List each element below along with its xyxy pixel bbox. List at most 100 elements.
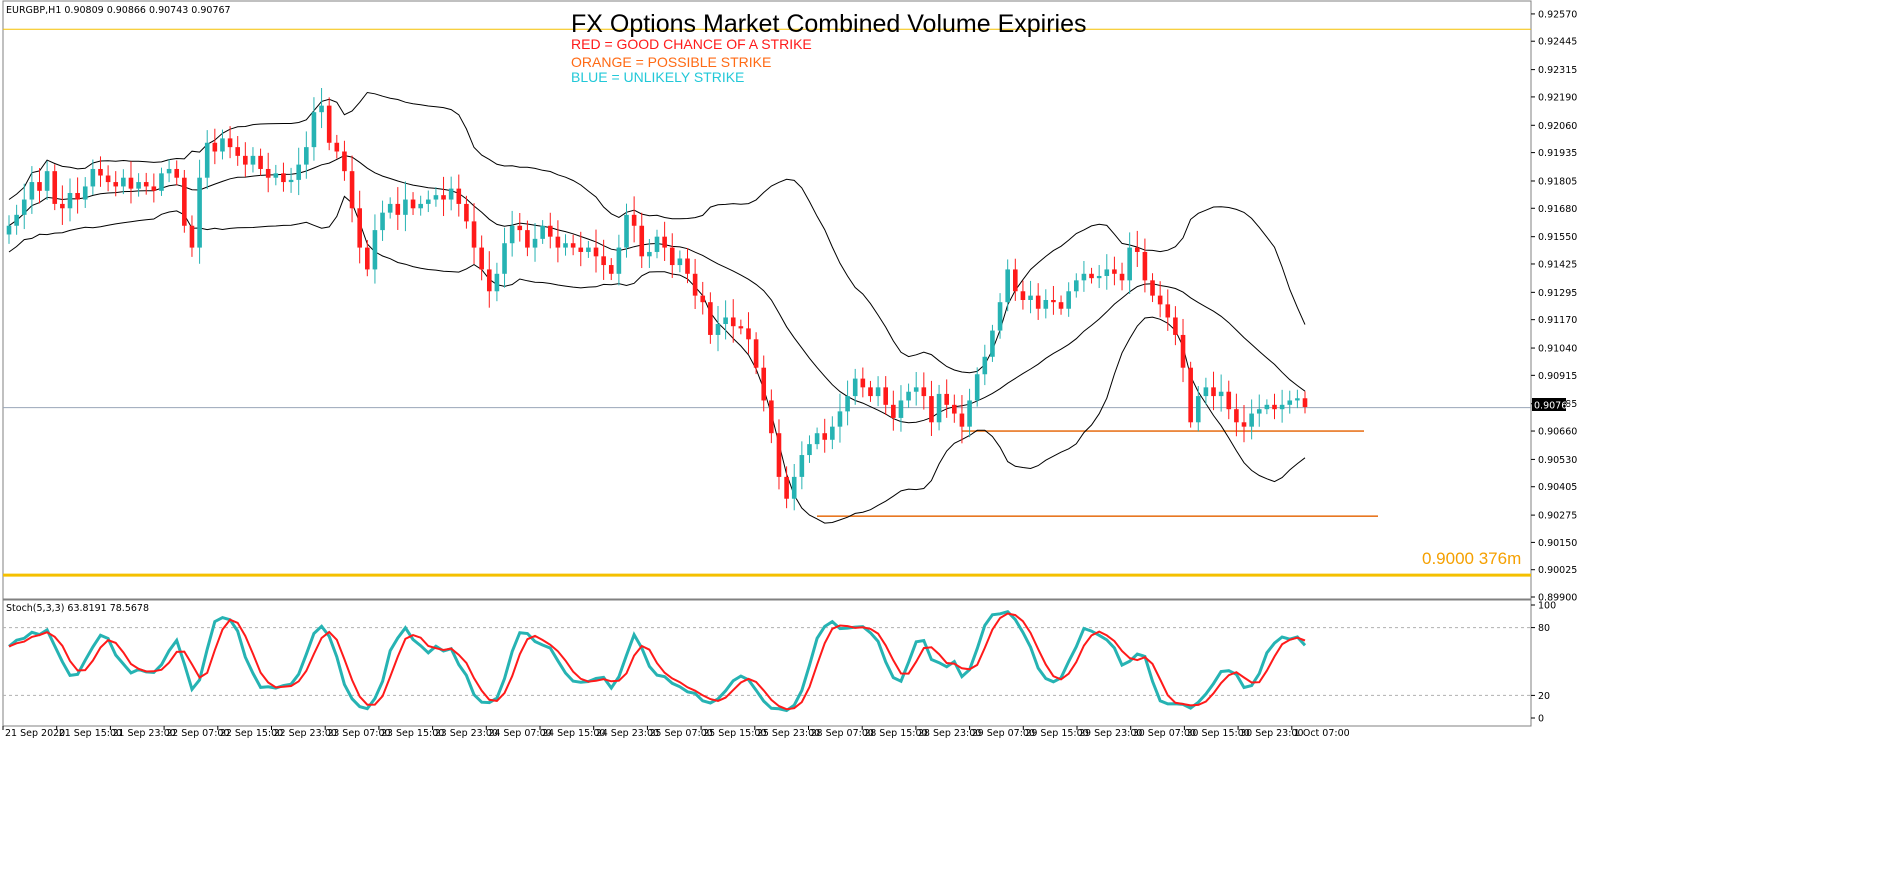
candle-body bbox=[1119, 273, 1125, 281]
candle bbox=[593, 229, 599, 273]
candle bbox=[227, 126, 233, 159]
candle bbox=[212, 128, 218, 165]
candle-body bbox=[959, 413, 965, 427]
chart-title: FX Options Market Combined Volume Expiri… bbox=[571, 10, 1087, 38]
candle-body bbox=[639, 225, 645, 257]
candle bbox=[906, 383, 911, 408]
candle-body bbox=[913, 387, 919, 392]
candle-body bbox=[990, 330, 995, 357]
current-price-tag bbox=[1532, 398, 1566, 411]
candle-body bbox=[1134, 247, 1140, 252]
candle bbox=[387, 197, 393, 219]
candle-body bbox=[944, 393, 949, 405]
candle-body bbox=[235, 147, 241, 156]
candle-body bbox=[243, 155, 248, 165]
candle-body bbox=[974, 374, 980, 401]
candle bbox=[982, 344, 988, 386]
time-tick-label: 22 Sep 07:00 bbox=[166, 728, 229, 739]
candle-body bbox=[425, 199, 431, 204]
candle-body bbox=[692, 273, 698, 296]
candle bbox=[29, 166, 35, 214]
candle bbox=[1005, 259, 1010, 312]
price-tick-label: 0.90150 bbox=[1538, 538, 1577, 549]
candle-body bbox=[1165, 304, 1171, 318]
candle-body bbox=[540, 225, 545, 239]
candle-body bbox=[814, 433, 820, 445]
candle-body bbox=[174, 168, 180, 178]
candle bbox=[830, 416, 835, 450]
candle-body bbox=[624, 214, 629, 248]
candle bbox=[875, 376, 881, 407]
candle-body bbox=[852, 378, 858, 397]
candle bbox=[799, 441, 805, 490]
candle-body bbox=[700, 295, 706, 303]
candle-body bbox=[1180, 334, 1186, 368]
candle-body bbox=[1150, 280, 1155, 296]
candle bbox=[631, 196, 637, 243]
candle-body bbox=[532, 238, 538, 248]
price-tick-label: 0.92445 bbox=[1538, 37, 1577, 48]
candle-body bbox=[113, 182, 119, 187]
candle-body bbox=[509, 225, 515, 244]
candle bbox=[296, 147, 301, 196]
stoch-k-line bbox=[8, 610, 1307, 713]
candle bbox=[1211, 371, 1216, 411]
candle bbox=[738, 319, 744, 335]
candle-body bbox=[311, 112, 317, 148]
candle bbox=[174, 160, 180, 186]
candle bbox=[662, 221, 667, 261]
candle bbox=[121, 169, 126, 195]
candle-body bbox=[326, 105, 332, 143]
time-tick-label: 25 Sep 15:00 bbox=[703, 728, 766, 739]
current-price-label: 0.90767 bbox=[1534, 401, 1573, 412]
price-tick-label: 0.92570 bbox=[1538, 9, 1577, 20]
candle-body bbox=[1127, 247, 1132, 281]
candle bbox=[410, 192, 416, 215]
time-tick-label: 30 Sep 07:00 bbox=[1133, 728, 1196, 739]
candle-body bbox=[121, 177, 126, 187]
candle bbox=[52, 164, 58, 211]
candle bbox=[21, 183, 27, 230]
candle-body bbox=[29, 182, 35, 200]
candle-body bbox=[1066, 291, 1071, 309]
candle-body bbox=[967, 400, 972, 427]
candle-body bbox=[601, 256, 606, 266]
candle bbox=[952, 394, 957, 423]
candle bbox=[311, 97, 317, 161]
candle-body bbox=[197, 177, 202, 248]
candle bbox=[235, 136, 241, 166]
candle bbox=[1173, 306, 1178, 346]
candle-body bbox=[14, 214, 19, 226]
candle-body bbox=[1241, 422, 1247, 427]
candle bbox=[753, 332, 759, 375]
candle bbox=[1279, 389, 1285, 423]
candle-body bbox=[769, 400, 774, 434]
candle-body bbox=[929, 396, 934, 423]
candle-body bbox=[685, 258, 690, 274]
stoch-tick-label: 80 bbox=[1538, 623, 1550, 634]
candle-body bbox=[6, 225, 12, 235]
price-tick-label: 0.91170 bbox=[1538, 315, 1577, 326]
candle-body bbox=[182, 177, 187, 226]
candle bbox=[166, 159, 172, 183]
time-tick-label: 24 Sep 23:00 bbox=[596, 728, 659, 739]
price-tick-label: 0.91550 bbox=[1538, 232, 1577, 243]
candle-body bbox=[403, 199, 408, 215]
price-tick-label: 0.91805 bbox=[1538, 176, 1577, 187]
candle-body bbox=[143, 182, 149, 187]
candle-body bbox=[677, 258, 683, 266]
candle-body bbox=[60, 203, 65, 209]
candle bbox=[1287, 390, 1293, 414]
candle bbox=[913, 371, 919, 406]
candle bbox=[265, 152, 271, 193]
candle-body bbox=[715, 324, 721, 335]
candle-body bbox=[547, 225, 553, 237]
candle bbox=[547, 212, 553, 249]
candle bbox=[1264, 399, 1270, 415]
candle bbox=[494, 262, 500, 302]
candle bbox=[105, 165, 111, 192]
candle-body bbox=[586, 247, 591, 252]
candle bbox=[967, 388, 972, 438]
candle-body bbox=[1188, 367, 1193, 423]
candle-body bbox=[868, 387, 873, 397]
